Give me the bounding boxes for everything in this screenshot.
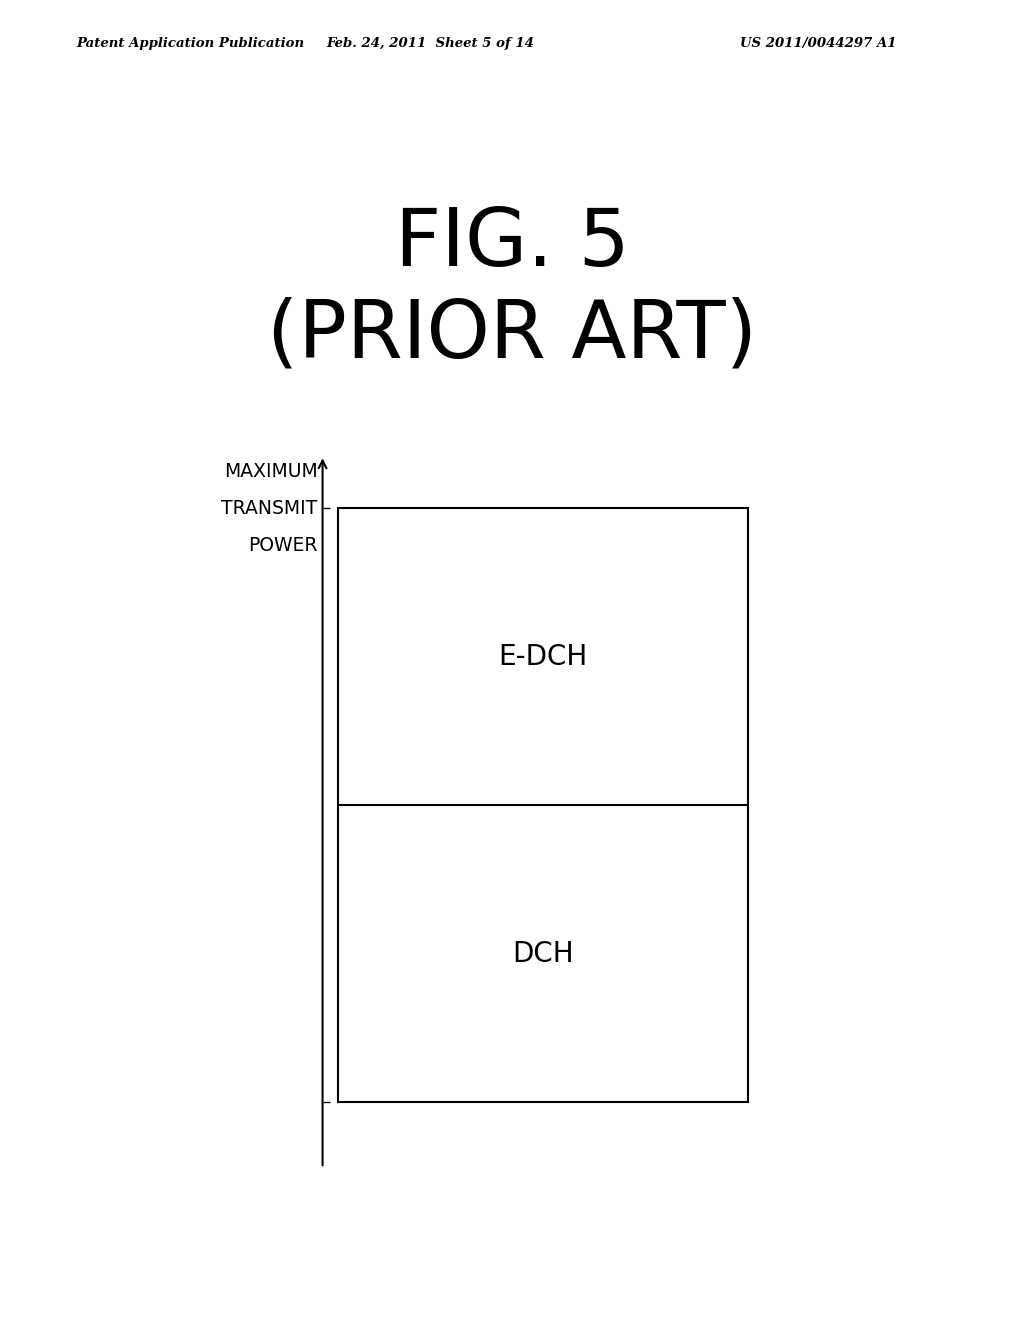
Text: MAXIMUM: MAXIMUM bbox=[223, 462, 317, 480]
Text: Patent Application Publication: Patent Application Publication bbox=[77, 37, 305, 50]
Text: POWER: POWER bbox=[248, 536, 317, 554]
Text: E-DCH: E-DCH bbox=[498, 643, 588, 671]
Text: US 2011/0044297 A1: US 2011/0044297 A1 bbox=[739, 37, 896, 50]
Bar bbox=[338, 508, 748, 1102]
Text: FIG. 5: FIG. 5 bbox=[394, 205, 630, 282]
Text: DCH: DCH bbox=[512, 940, 573, 968]
Text: Feb. 24, 2011  Sheet 5 of 14: Feb. 24, 2011 Sheet 5 of 14 bbox=[326, 37, 535, 50]
Text: TRANSMIT: TRANSMIT bbox=[221, 499, 317, 517]
Text: (PRIOR ART): (PRIOR ART) bbox=[267, 297, 757, 375]
